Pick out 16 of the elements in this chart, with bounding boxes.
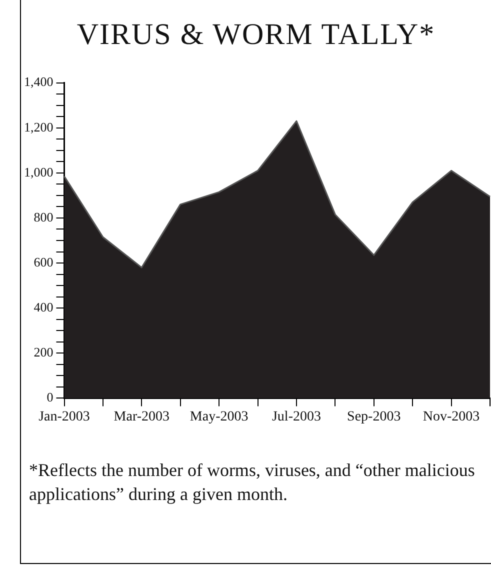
text: *Reflects the number of worms, viruses, and “other malicious applications” during a given month. (29, 459, 476, 506)
x-tick-label: May-2003 (190, 409, 248, 424)
y-tick-label: 400 (34, 300, 54, 315)
x-tick-label: Mar-2003 (114, 409, 170, 424)
y-tick-label: 600 (34, 254, 54, 270)
x-tick-label: Sep-2003 (347, 409, 401, 424)
chart-title: VIRUS & WORM TALLY* (76, 18, 436, 52)
x-tick-label: Jan-2003 (38, 409, 90, 424)
y-tick-label: 800 (34, 209, 54, 224)
x-tick-label: Jul-2003 (272, 409, 321, 424)
x-tick-label: Nov-2003 (422, 409, 480, 424)
y-tick-label: 0 (46, 390, 54, 405)
y-tick-label: 1,000 (24, 164, 54, 180)
y-tick-label: 200 (34, 344, 54, 360)
y-tick-label: 1,200 (24, 119, 54, 134)
y-tick-label: 1,400 (24, 74, 54, 90)
